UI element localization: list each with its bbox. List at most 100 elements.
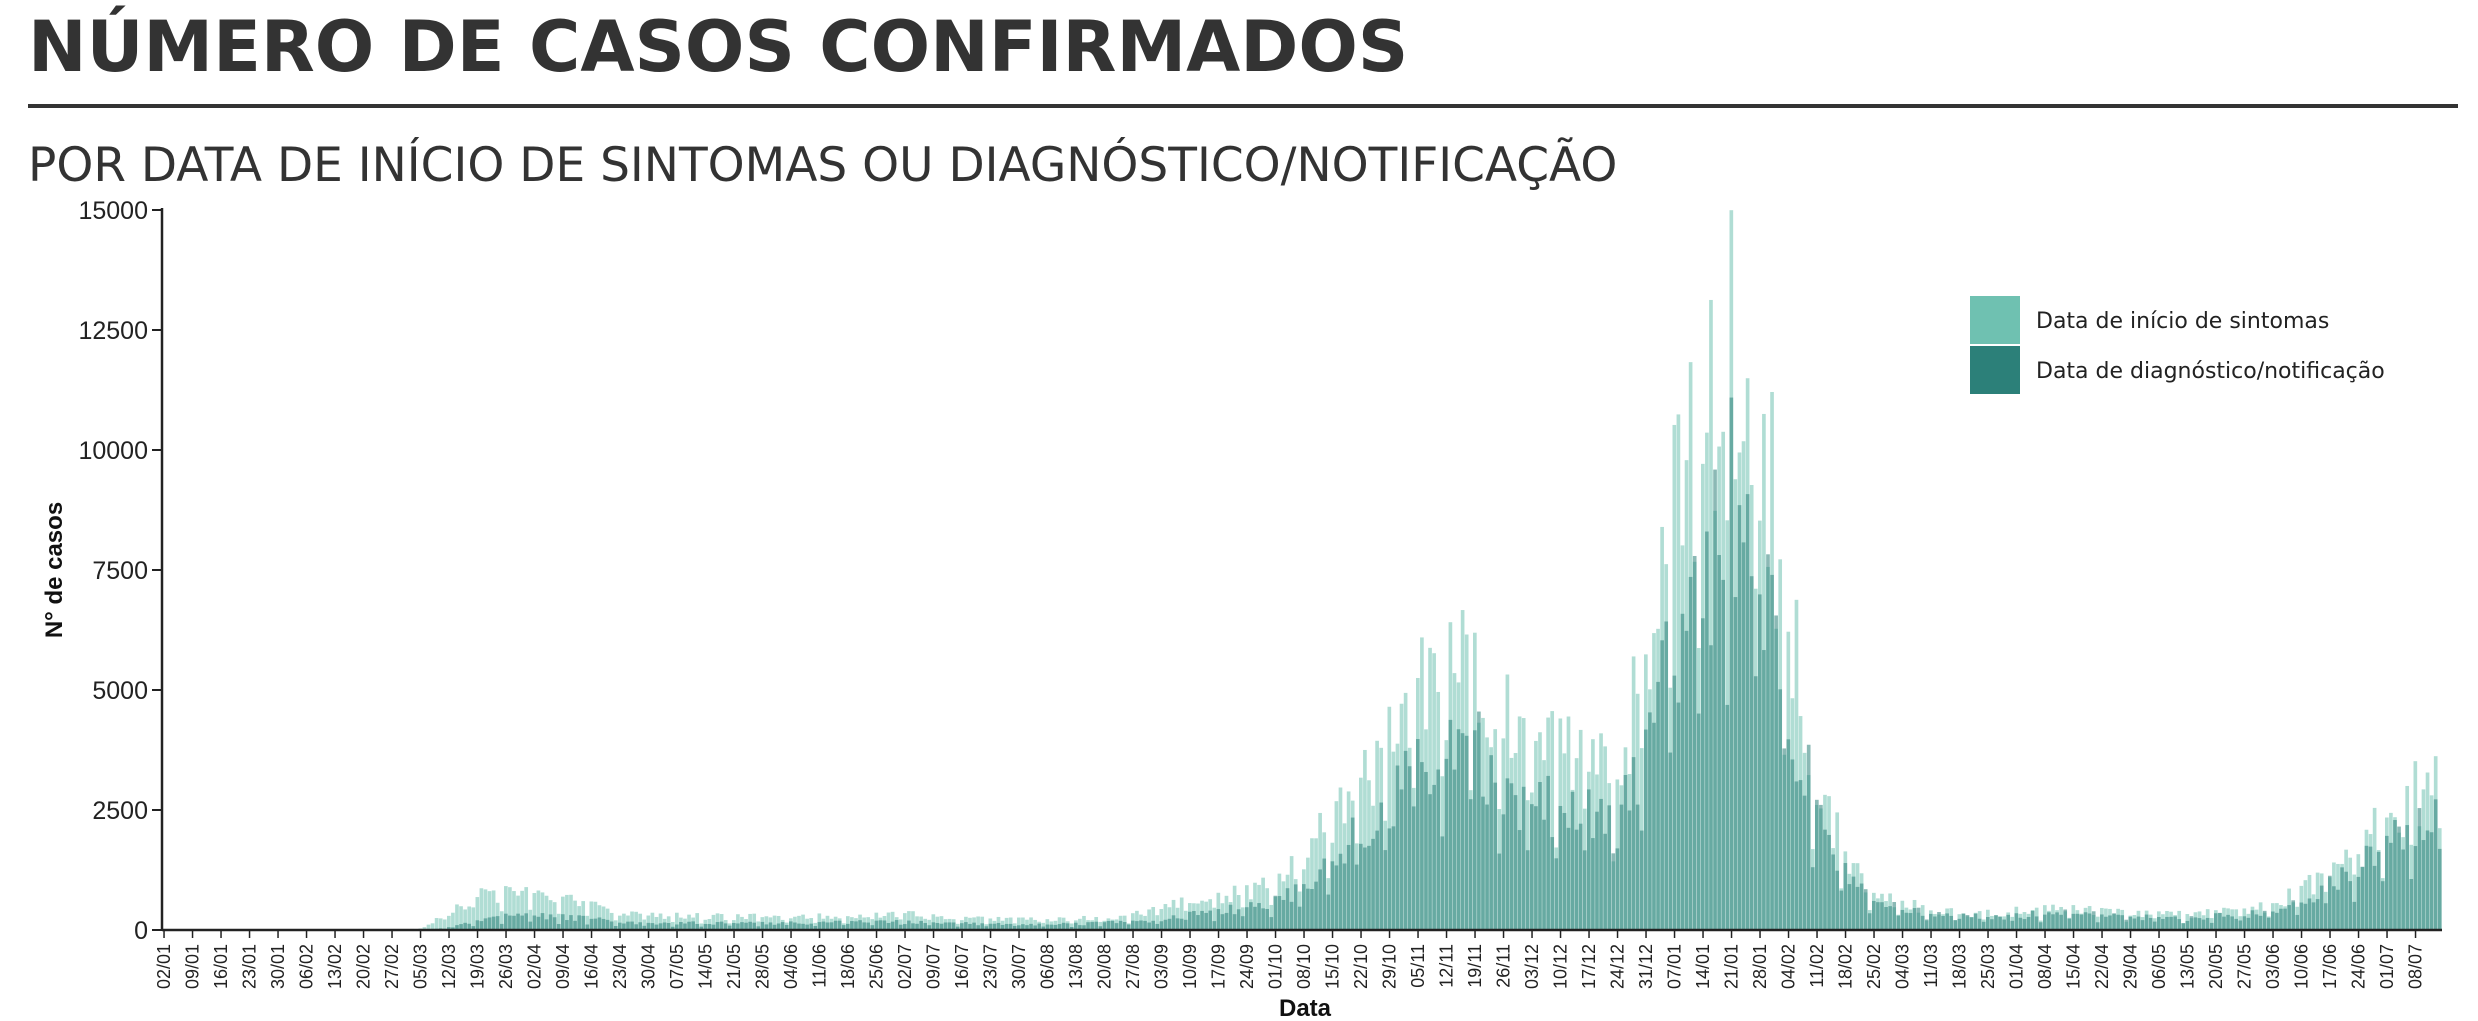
x-tick-label: 26/03 bbox=[496, 944, 516, 989]
bar-diagnosis-370 bbox=[1668, 752, 1673, 930]
bar-diagnosis-102 bbox=[577, 915, 581, 930]
x-tick-label: 09/07 bbox=[924, 944, 944, 989]
bar-diagnosis-487 bbox=[2144, 914, 2149, 930]
bar-symptom-136 bbox=[715, 913, 720, 930]
x-tick-label: 26/11 bbox=[1494, 944, 1514, 988]
bar-symptom-90 bbox=[528, 909, 533, 930]
x-tick-label: 23/07 bbox=[981, 944, 1001, 989]
bar-diagnosis-429 bbox=[1908, 913, 1913, 930]
bar-diagnosis-351 bbox=[1591, 838, 1595, 930]
bar-diagnosis-394 bbox=[1766, 554, 1770, 930]
bar-diagnosis-187 bbox=[923, 923, 928, 930]
bar-diagnosis-362 bbox=[1635, 804, 1640, 930]
bar-diagnosis-256 bbox=[1204, 912, 1208, 930]
x-tick-label: 11/03 bbox=[1921, 944, 1941, 988]
bar-diagnosis-435 bbox=[1933, 916, 1937, 930]
bar-diagnosis-304 bbox=[1399, 789, 1404, 930]
bar-diagnosis-307 bbox=[1411, 806, 1416, 930]
bar-diagnosis-324 bbox=[1481, 796, 1485, 930]
bar-diagnosis-254 bbox=[1196, 915, 1200, 930]
bar-diagnosis-475 bbox=[2095, 922, 2100, 930]
bar-diagnosis-316 bbox=[1448, 719, 1453, 930]
bar-diagnosis-489 bbox=[2152, 921, 2157, 930]
bar-diagnosis-171 bbox=[858, 920, 862, 930]
x-tick-label: 06/05 bbox=[2149, 944, 2169, 989]
bar-diagnosis-289 bbox=[1338, 853, 1343, 930]
x-tick-label: 11/06 bbox=[810, 944, 830, 988]
bar-symptom-247 bbox=[1167, 907, 1172, 930]
bar-diagnosis-419 bbox=[1867, 913, 1872, 930]
bar-diagnosis-381 bbox=[1713, 469, 1717, 930]
bar-diagnosis-422 bbox=[1880, 902, 1884, 930]
bar-diagnosis-401 bbox=[1794, 781, 1799, 930]
y-axis-title: N° de casos bbox=[41, 502, 68, 638]
bar-diagnosis-559 bbox=[2437, 848, 2442, 930]
bar-symptom-214 bbox=[1033, 919, 1037, 930]
bar-diagnosis-465 bbox=[2055, 912, 2059, 930]
bar-symptom-157 bbox=[801, 914, 805, 930]
bar-diagnosis-391 bbox=[1753, 676, 1758, 930]
bar-diagnosis-97 bbox=[556, 923, 561, 930]
bar-diagnosis-478 bbox=[2108, 915, 2112, 930]
x-tick-label: 24/09 bbox=[1237, 944, 1257, 989]
bar-diagnosis-454 bbox=[2010, 920, 2015, 930]
bar-symptom-258 bbox=[1212, 907, 1217, 930]
bar-diagnosis-521 bbox=[2283, 908, 2287, 930]
bar-diagnosis-427 bbox=[1900, 909, 1905, 930]
bar-diagnosis-80 bbox=[487, 917, 492, 930]
page-subtitle: POR DATA DE INÍCIO DE SINTOMAS OU DIAGNÓ… bbox=[28, 138, 1618, 193]
bar-diagnosis-160 bbox=[813, 926, 818, 930]
bar-diagnosis-233 bbox=[1110, 920, 1115, 930]
bar-diagnosis-73 bbox=[459, 924, 463, 930]
bar-diagnosis-480 bbox=[2116, 914, 2120, 930]
bar-diagnosis-210 bbox=[1017, 925, 1021, 930]
bar-diagnosis-98 bbox=[561, 914, 565, 930]
bar-diagnosis-327 bbox=[1493, 782, 1498, 930]
bar-diagnosis-486 bbox=[2140, 920, 2145, 930]
bar-diagnosis-86 bbox=[512, 915, 516, 930]
bar-diagnosis-101 bbox=[573, 920, 577, 930]
bar-diagnosis-196 bbox=[960, 923, 964, 930]
bar-diagnosis-217 bbox=[1045, 924, 1050, 930]
bar-diagnosis-282 bbox=[1310, 889, 1314, 930]
bar-diagnosis-300 bbox=[1383, 850, 1388, 930]
bar-diagnosis-72 bbox=[455, 925, 459, 930]
bar-diagnosis-216 bbox=[1041, 926, 1046, 930]
bar-diagnosis-156 bbox=[797, 923, 801, 930]
bar-diagnosis-104 bbox=[585, 924, 590, 930]
bar-diagnosis-115 bbox=[630, 921, 634, 930]
bar-diagnosis-509 bbox=[2234, 918, 2239, 930]
bar-diagnosis-174 bbox=[870, 925, 875, 930]
bar-symptom-81 bbox=[491, 890, 496, 930]
x-tick-label: 14/01 bbox=[1693, 944, 1713, 989]
bar-diagnosis-468 bbox=[2067, 918, 2072, 930]
bar-diagnosis-168 bbox=[846, 923, 850, 930]
bar-diagnosis-528 bbox=[2311, 902, 2316, 930]
x-tick-label: 28/05 bbox=[753, 944, 773, 989]
bar-diagnosis-311 bbox=[1428, 794, 1432, 930]
bar-diagnosis-99 bbox=[565, 920, 569, 930]
x-tick-label: 06/02 bbox=[297, 944, 317, 989]
bar-diagnosis-176 bbox=[878, 920, 883, 930]
bar-diagnosis-439 bbox=[1949, 915, 1954, 930]
bar-diagnosis-417 bbox=[1859, 883, 1864, 930]
bar-symptom-75 bbox=[467, 906, 472, 930]
bar-diagnosis-85 bbox=[508, 915, 512, 930]
bar-diagnosis-319 bbox=[1460, 733, 1465, 930]
bar-diagnosis-500 bbox=[2197, 918, 2202, 930]
bar-diagnosis-296 bbox=[1367, 845, 1371, 930]
bar-diagnosis-202 bbox=[984, 926, 989, 930]
bar-diagnosis-428 bbox=[1904, 912, 1909, 930]
bar-diagnosis-249 bbox=[1175, 918, 1180, 930]
bar-diagnosis-209 bbox=[1012, 925, 1017, 930]
bar-diagnosis-502 bbox=[2205, 917, 2210, 930]
bar-diagnosis-346 bbox=[1570, 791, 1575, 930]
bar-diagnosis-194 bbox=[951, 922, 956, 930]
bar-diagnosis-163 bbox=[825, 922, 830, 930]
bar-diagnosis-75 bbox=[467, 923, 472, 930]
bar-diagnosis-132 bbox=[699, 926, 704, 930]
bar-diagnosis-222 bbox=[1065, 923, 1070, 930]
bar-diagnosis-299 bbox=[1379, 802, 1384, 930]
bar-diagnosis-134 bbox=[707, 924, 712, 930]
